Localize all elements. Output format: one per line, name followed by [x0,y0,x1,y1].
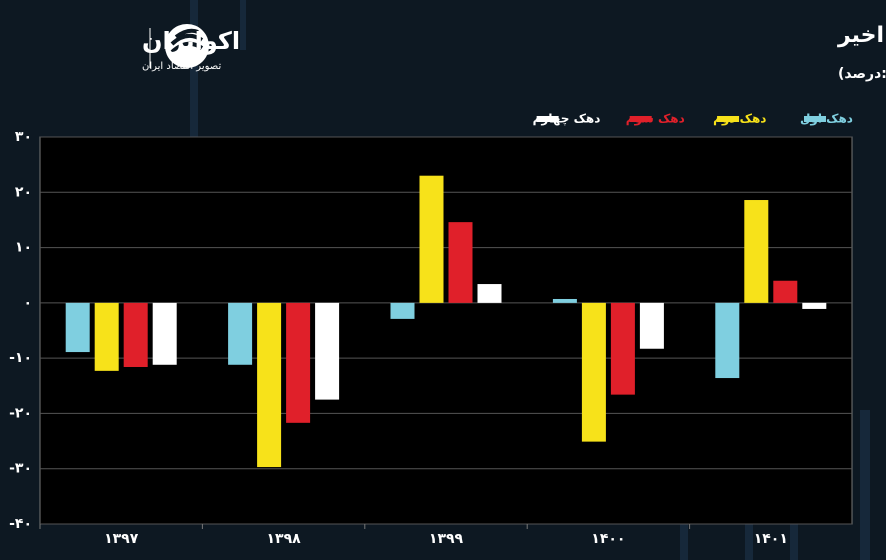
logo-tagline: تصویر اقتصاد ایران [142,61,221,72]
bar [802,302,827,309]
logo-icon-stripes [170,28,204,54]
legend-label: دهک اول [800,112,853,127]
logo: اکوایران تصویر اقتصاد ایران [142,24,240,72]
legend-swatch [629,116,652,122]
bar [228,302,253,365]
y-tick-label: ۱۰ [15,240,32,256]
y-tick-label: ۰ [23,295,32,311]
legend-swatch [804,116,826,122]
y-tick-label: -۳۰ [9,461,32,477]
bar [315,302,340,400]
bar [639,302,664,349]
bar [744,200,769,303]
chart-subtitle: (واحد:درصد) [838,66,886,82]
y-tick-label: ۳۰ [15,129,32,145]
bar [419,175,444,303]
x-tick-label: ۱۳۹۸ [267,531,302,547]
legend-label: دهک سوم [626,112,685,127]
bar [581,302,606,442]
chart-title: تغییرات مصرف چهار دهک نخست در سال های اخ… [837,23,886,48]
x-tick-label: ۱۴۰۱ [754,531,788,547]
y-tick-label: -۱۰ [9,350,32,366]
legend-swatch [717,116,740,122]
x-tick-label: ۱۳۹۹ [429,531,464,547]
bar [123,302,148,367]
y-tick-label: -۴۰ [9,516,32,532]
bar [257,302,282,468]
bar [552,298,577,303]
bar [152,302,177,365]
x-tick-label: ۱۳۹۷ [104,531,139,547]
bar [390,302,415,319]
y-tick-label: -۲۰ [9,405,32,421]
legend-label: دهک دوم [713,112,766,127]
bar [65,302,90,353]
bar [477,284,502,303]
logo-name: اکوایران [142,27,240,55]
bar [286,302,311,423]
bar [610,302,635,395]
bar [94,302,119,371]
legend-swatch [536,116,559,122]
x-tick-label: ۱۴۰۰ [591,531,625,547]
legend-label: دهک چهارم [533,112,601,127]
bar [448,222,473,303]
bar [773,280,798,303]
bar [715,302,740,379]
y-tick-label: ۲۰ [15,184,32,200]
